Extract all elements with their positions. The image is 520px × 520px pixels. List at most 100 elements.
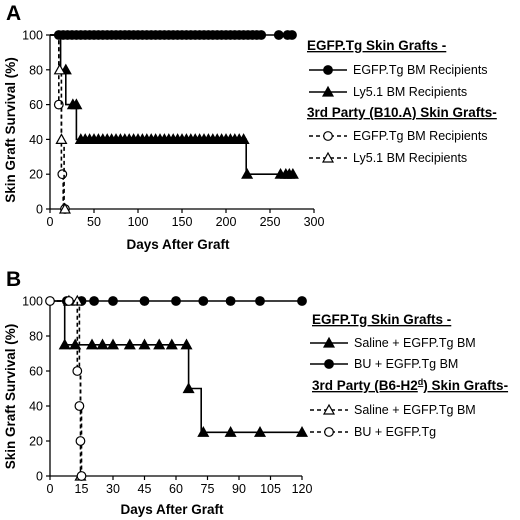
data-point: [75, 436, 86, 446]
data-point: [225, 296, 236, 306]
data-point: [45, 296, 55, 306]
legend-group-heading: EGFP.Tg Skin Grafts -: [312, 312, 451, 327]
data-point: [76, 471, 87, 481]
x-tick-label: 90: [232, 482, 246, 496]
data-point: [106, 338, 120, 350]
series-line: [50, 300, 302, 434]
data-point: [180, 338, 193, 350]
data-point: [165, 338, 178, 350]
x-tick-label: 60: [169, 482, 183, 496]
x-tick-label: 300: [304, 215, 325, 229]
legend-marker: [324, 427, 334, 437]
series-line: [50, 34, 66, 210]
series-2: [50, 294, 87, 481]
y-tick-label: 100: [22, 29, 43, 43]
x-axis-title: Days After Graft: [126, 237, 230, 252]
data-point: [85, 338, 99, 350]
legend-marker: [324, 359, 334, 369]
x-axis-title: Days After Graft: [120, 502, 224, 517]
data-point: [297, 296, 307, 306]
legend-label: Saline + EGFP.Tg BM: [354, 403, 476, 417]
panel-letter: A: [6, 2, 21, 25]
x-tick-label: 75: [201, 482, 215, 496]
legend-marker: [321, 85, 335, 97]
data-point: [72, 366, 83, 376]
series-line: [50, 300, 83, 476]
legend-heading-text: 3rd Party (B10.A) Skin Grafts-: [307, 105, 497, 120]
y-tick-label: 80: [29, 63, 43, 77]
series-1: [50, 296, 307, 306]
legend-label: Ly5.1 BM Recipients: [353, 85, 467, 99]
data-point: [237, 133, 250, 144]
panel-b: B 0 15 30 45 60 75 90 105 120 0 20 40 60 80 100 Days Aft…: [3, 268, 508, 517]
legend-heading-text: EGFP.Tg Skin Grafts -: [312, 312, 451, 327]
x-tick-label: 15: [75, 482, 89, 496]
legend-label: BU + EGFP.Tg BM: [354, 357, 458, 371]
data-point: [287, 30, 297, 40]
y-tick-label: 80: [29, 330, 43, 344]
y-tick-label: 60: [29, 98, 43, 112]
series-3: [50, 34, 71, 214]
x-tick-label: 200: [216, 215, 237, 229]
legend-heading-text: EGFP.Tg Skin Grafts -: [307, 38, 446, 53]
series-line: [50, 34, 65, 210]
data-point: [197, 426, 210, 437]
legend-label: EGFP.Tg BM Recipients: [353, 129, 488, 143]
legend-group-heading: EGFP.Tg Skin Grafts -: [307, 38, 446, 53]
data-point: [256, 30, 267, 40]
data-point: [89, 296, 99, 306]
legend-marker: [323, 131, 333, 141]
x-tick-label: 250: [260, 215, 281, 229]
legend-marker: [321, 151, 335, 163]
legend-heading-sup: d: [418, 377, 424, 387]
data-point: [58, 202, 71, 214]
data-point: [224, 426, 237, 437]
data-point: [255, 296, 265, 306]
y-tick-label: 20: [29, 435, 43, 449]
data-point: [182, 382, 195, 394]
data-point: [58, 338, 71, 350]
y-axis-title: Skin Graft Survival (%): [3, 57, 18, 203]
series-2: [50, 34, 70, 214]
data-point: [286, 167, 299, 179]
legend: EGFP.Tg Skin Grafts - Saline + EGFP.Tg BM…: [310, 312, 508, 439]
legend-label: BU + EGFP.Tg: [354, 425, 436, 439]
y-tick-label: 100: [22, 295, 43, 309]
legend-label: EGFP.Tg BM Recipients: [353, 63, 488, 77]
series-line: [50, 34, 295, 175]
legend: EGFP.Tg Skin Grafts - EGFP.Tg BM Recipien…: [307, 38, 497, 165]
legend-group-heading: 3rd Party (B10.A) Skin Grafts-: [307, 105, 497, 120]
data-point: [96, 338, 109, 350]
legend-label: Ly5.1 BM Recipients: [353, 151, 467, 165]
legend-label: Saline + EGFP.Tg BM: [354, 336, 476, 350]
data-point: [123, 338, 136, 350]
series-1: [50, 34, 299, 179]
data-point: [295, 426, 309, 437]
legend-heading-text: 3rd Party (B6-H2: [312, 378, 418, 393]
data-point: [70, 98, 83, 110]
data-point: [53, 63, 66, 75]
y-tick-label: 0: [36, 203, 43, 217]
legend-marker: [322, 403, 336, 415]
panel-letter: B: [6, 268, 21, 291]
data-point: [273, 30, 284, 40]
x-tick-label: 0: [47, 215, 54, 229]
series-3: [45, 296, 87, 481]
data-point: [55, 133, 68, 144]
legend-group-heading: 3rd Party (B6-H2d) Skin Grafts-: [312, 377, 508, 393]
data-point: [253, 426, 267, 437]
legend-marker: [322, 336, 336, 348]
data-point: [74, 401, 85, 411]
y-tick-label: 60: [29, 365, 43, 379]
data-point: [63, 296, 74, 306]
x-tick-label: 30: [106, 482, 120, 496]
y-tick-label: 40: [29, 400, 43, 414]
data-point: [241, 167, 254, 179]
x-tick-label: 105: [260, 482, 281, 496]
data-point: [198, 296, 209, 306]
data-point: [108, 296, 118, 306]
x-tick-label: 0: [47, 482, 54, 496]
data-point: [139, 296, 150, 306]
data-point: [57, 169, 68, 180]
